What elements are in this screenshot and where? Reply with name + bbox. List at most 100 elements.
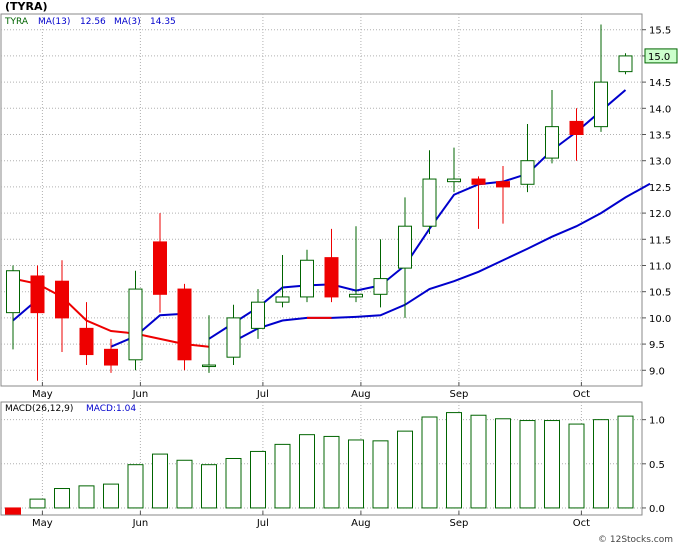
macd-panel-frame bbox=[0, 401, 643, 516]
price-y-tick-label: 12.0 bbox=[649, 209, 671, 220]
macd-bar bbox=[274, 443, 291, 509]
macd-y-tick-label: 0.0 bbox=[649, 504, 665, 515]
candle-body-up bbox=[422, 178, 437, 227]
macd-bar bbox=[250, 450, 266, 509]
price-panel-frame bbox=[0, 13, 643, 387]
price-y-tick-label: 11.5 bbox=[649, 235, 671, 246]
last-price-label: 15.0 bbox=[648, 52, 670, 63]
macd-bar bbox=[201, 464, 217, 509]
macd-bar bbox=[127, 464, 144, 509]
moving-average-line bbox=[233, 182, 651, 343]
candle-body-down bbox=[569, 120, 584, 136]
price-x-tick-label: Jun bbox=[132, 389, 149, 400]
macd-bar bbox=[421, 416, 438, 509]
macd-x-tick-label: Jul bbox=[256, 518, 269, 529]
macd-bar bbox=[78, 485, 95, 509]
macd-bar-negative bbox=[5, 507, 21, 515]
macd-y-tick-label: 1.0 bbox=[649, 416, 665, 427]
price-x-tick-label: Oct bbox=[573, 389, 590, 400]
macd-bar bbox=[176, 459, 193, 509]
candle-body-up bbox=[275, 296, 290, 303]
candle-body-up bbox=[520, 160, 535, 185]
price-x-tick-label: Jul bbox=[256, 389, 269, 400]
macd-bar bbox=[495, 418, 511, 509]
macd-bar bbox=[617, 415, 634, 509]
candle-body-up bbox=[447, 178, 461, 183]
candle-body-up bbox=[594, 81, 608, 128]
candle-body-down bbox=[104, 348, 118, 366]
macd-bar bbox=[568, 423, 585, 509]
price-y-tick-label: 11.0 bbox=[649, 261, 671, 272]
legend-ma13-label: MA(13) bbox=[38, 17, 70, 27]
macd-bar bbox=[152, 453, 168, 509]
price-y-tick-label: 13.5 bbox=[649, 131, 671, 142]
price-y-tick-label: 14.0 bbox=[649, 104, 671, 115]
candle-body-up bbox=[202, 364, 216, 368]
macd-bar bbox=[446, 412, 462, 509]
candle-body-up bbox=[618, 55, 633, 73]
macd-bar bbox=[323, 435, 340, 509]
candle-body-down bbox=[324, 257, 339, 298]
candle-body-up bbox=[349, 293, 363, 298]
moving-average-line bbox=[12, 277, 210, 348]
price-y-tick-label: 12.5 bbox=[649, 183, 671, 194]
price-y-tick-label: 10.0 bbox=[649, 314, 671, 325]
price-y-tick-label: 9.0 bbox=[649, 366, 665, 377]
macd-bar bbox=[29, 498, 46, 509]
candle-body-up bbox=[128, 288, 143, 361]
macd-bar bbox=[593, 419, 609, 509]
candle-body-up bbox=[226, 317, 241, 358]
macd-bar bbox=[54, 488, 70, 509]
candle-body-up bbox=[373, 278, 388, 295]
watermark: © 12Stocks.com bbox=[598, 535, 673, 545]
candlestick-series bbox=[6, 24, 633, 381]
price-y-tick-label: 15.5 bbox=[649, 26, 671, 37]
macd-x-tick-label: Oct bbox=[573, 518, 590, 529]
candle-body-down bbox=[30, 275, 45, 314]
candle-body-down bbox=[55, 280, 69, 319]
macd-bar bbox=[103, 483, 119, 509]
macd-bar bbox=[519, 420, 536, 509]
macd-x-tick-label: Aug bbox=[351, 518, 371, 529]
candle-body-up bbox=[300, 259, 314, 298]
moving-average-line bbox=[110, 312, 185, 348]
last-price-badge bbox=[644, 48, 678, 64]
candle-body-up bbox=[398, 225, 412, 269]
macd-x-axis: May Jun Jul Aug Sep Oct bbox=[32, 511, 590, 529]
macd-legend-label: MACD(26,12,9) bbox=[5, 404, 73, 414]
macd-bar bbox=[225, 458, 242, 509]
macd-legend-value: MACD:1.04 bbox=[86, 404, 136, 414]
price-y-tick-label: 9.5 bbox=[649, 340, 665, 351]
price-y-tick-label: 14.5 bbox=[649, 78, 671, 89]
macd-bar bbox=[470, 414, 487, 509]
chart-title: (TYRA) bbox=[5, 0, 48, 13]
macd-x-tick-label: Sep bbox=[449, 518, 468, 529]
candle-body-down bbox=[177, 288, 192, 361]
candle-body-up bbox=[251, 301, 265, 329]
macd-bar bbox=[544, 420, 560, 509]
macd-bar bbox=[348, 439, 364, 509]
macd-bars bbox=[5, 412, 634, 515]
price-x-tick-label: May bbox=[32, 389, 53, 400]
candle-body-down bbox=[471, 178, 486, 185]
macd-x-tick-label: Jun bbox=[132, 518, 149, 529]
candle-body-up bbox=[6, 270, 20, 314]
legend-ma3-value: 14.35 bbox=[150, 17, 176, 27]
candle-body-down bbox=[79, 327, 94, 356]
macd-y-axis: 0.0 0.5 1.0 bbox=[642, 416, 665, 515]
legend-ma3-label: MA(3) bbox=[114, 17, 141, 27]
legend-symbol: TYRA bbox=[4, 17, 29, 27]
macd-bar bbox=[372, 440, 389, 509]
candle-body-up bbox=[545, 126, 559, 159]
legend-ma13-value: 12.56 bbox=[80, 17, 106, 27]
candle-body-down bbox=[496, 181, 510, 188]
candle-body-down bbox=[153, 241, 167, 295]
price-x-tick-label: Aug bbox=[351, 389, 371, 400]
macd-y-tick-label: 0.5 bbox=[649, 460, 665, 471]
macd-bar bbox=[397, 430, 413, 509]
price-x-axis: May Jun Jul Aug Sep Oct bbox=[32, 382, 590, 400]
price-y-tick-label: 13.0 bbox=[649, 157, 671, 168]
price-y-tick-label: 10.5 bbox=[649, 288, 671, 299]
